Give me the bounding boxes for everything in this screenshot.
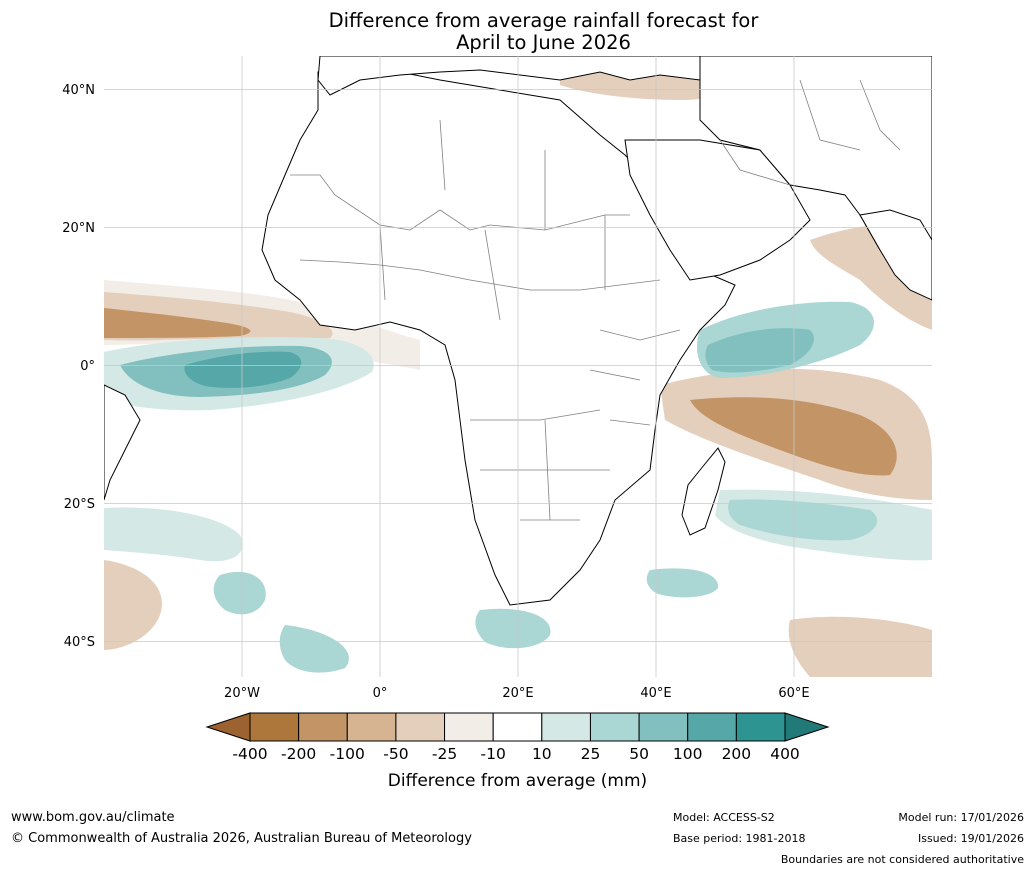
colorbar-tick-label: -100 — [330, 745, 365, 763]
india-landmass — [859, 209, 932, 301]
colorbar-segment — [395, 712, 446, 742]
wet-region-southwest-ocean — [279, 625, 349, 673]
colorbar-segment — [346, 712, 397, 742]
lon-label-0: 0° — [373, 686, 388, 701]
colorbar-tick-label: 25 — [581, 745, 601, 763]
colorbar-tick-label: 200 — [722, 745, 752, 763]
colorbar-tick-label: 100 — [673, 745, 703, 763]
lon-label-40e: 40°E — [640, 686, 671, 701]
country-borders — [290, 79, 901, 521]
colorbar-segment — [589, 712, 640, 742]
longitude-labels: 20°W 0° 20°E 40°E 60°E — [224, 686, 810, 701]
colorbar-segment — [638, 712, 689, 742]
south-america-edge — [104, 384, 141, 501]
border-lines-sahel — [299, 259, 661, 291]
colorbar-title: Difference from average (mm) — [388, 771, 647, 791]
wet-region-southeast-ocean — [646, 568, 719, 598]
footer-copyright: © Commonwealth of Australia 2026, Austra… — [11, 831, 472, 846]
footer-base-period: Base period: 1981-2018 — [673, 832, 806, 845]
dry-region-indian-ocean-core — [690, 397, 897, 476]
colorbar-tick-label: 10 — [532, 745, 552, 763]
footer-website[interactable]: www.bom.gov.au/climate — [11, 810, 175, 825]
lon-label-60e: 60°E — [778, 686, 809, 701]
lat-label-40s: 40°S — [64, 635, 95, 650]
colorbar-tick-label: -10 — [481, 745, 506, 763]
border-lines-south — [470, 409, 610, 521]
dry-region-southern-ocean — [788, 616, 932, 677]
wet-region-mozambique-core — [728, 499, 878, 541]
border-lines-east — [589, 329, 681, 426]
wet-region-western-indian-ocean-core — [705, 328, 814, 373]
lat-label-40n: 40°N — [62, 83, 95, 98]
colorbar-segment — [298, 712, 348, 742]
title-line-2: April to June 2026 — [456, 31, 631, 54]
border-lines-central — [379, 119, 606, 321]
title-line-1: Difference from average rainfall forecas… — [328, 9, 759, 32]
colorbar-tick-label: 400 — [770, 745, 800, 763]
wet-region-equatorial-atlantic-core — [184, 351, 302, 388]
colorbar-tick-label: 50 — [629, 745, 649, 763]
wet-anomaly-regions — [104, 95, 932, 673]
lat-label-20n: 20°N — [62, 221, 95, 236]
colorbar-segments — [249, 712, 786, 742]
colorbar-segment — [735, 712, 786, 742]
dry-region-south-atlantic — [104, 560, 162, 650]
colorbar-tick-labels: -400 -200 -100 -50 -25 -10 10 25 50 100 200 400 — [232, 745, 799, 763]
colorbar-segment — [492, 712, 543, 742]
chart-title: Difference from average rainfall forecas… — [0, 10, 1035, 54]
lon-label-20e: 20°E — [502, 686, 533, 701]
wet-region-south-atlantic — [104, 507, 243, 562]
footer-disclaimer: Boundaries are not considered authoritat… — [780, 853, 1024, 866]
colorbar-tick-label: -400 — [232, 745, 267, 763]
wet-region-south-atlantic-2 — [213, 571, 266, 615]
border-lines-mideast — [719, 79, 901, 186]
colorbar-tick-label: -200 — [281, 745, 316, 763]
lon-label-20w: 20°W — [224, 686, 260, 701]
colorbar-tick-label: -50 — [383, 745, 408, 763]
colorbar-tick-label: -25 — [432, 745, 457, 763]
footer-issued: Issued: 19/01/2026 — [917, 832, 1024, 845]
latitude-labels: 40°N 20°N 0° 20°S 40°S — [62, 83, 95, 650]
colorbar: -400 -200 -100 -50 -25 -10 10 25 50 100 200 400 Dif… — [205, 712, 830, 791]
colorbar-arrow-high — [784, 712, 830, 742]
colorbar-segment — [541, 712, 591, 742]
footer-model-run: Model run: 17/01/2026 — [898, 811, 1024, 824]
lat-label-0: 0° — [80, 359, 95, 374]
footer-model: Model: ACCESS-S2 — [673, 811, 775, 824]
map-area — [104, 56, 932, 677]
colorbar-segment — [444, 712, 494, 742]
colorbar-segment — [687, 712, 737, 742]
dry-region-west-atlantic-strong — [104, 308, 251, 338]
border-lines-north — [290, 174, 630, 231]
graticule — [104, 56, 932, 677]
madagascar-landmass — [681, 447, 726, 536]
colorbar-arrow-low — [205, 712, 251, 742]
wet-region-southern-ocean-center — [475, 608, 551, 649]
lat-label-20s: 20°S — [64, 497, 95, 512]
colorbar-segment — [249, 712, 300, 742]
